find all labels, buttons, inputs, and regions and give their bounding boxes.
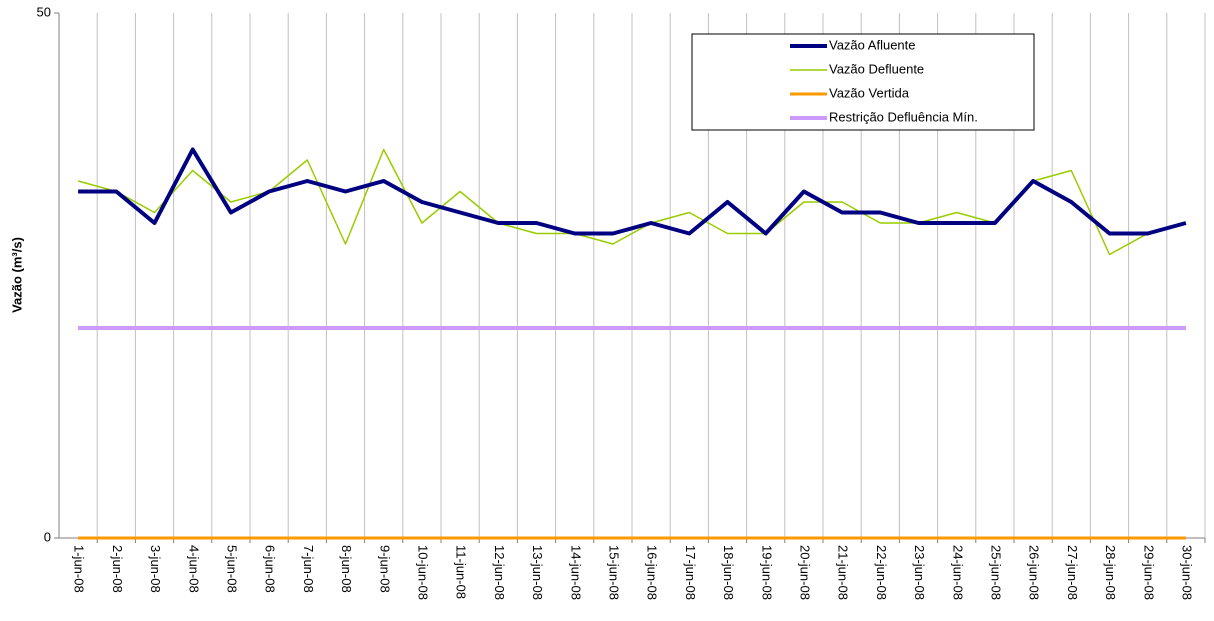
x-tick-label: 15-jun-08 — [606, 545, 621, 600]
x-tick-label: 13-jun-08 — [530, 545, 545, 600]
x-tick-label: 19-jun-08 — [759, 545, 774, 600]
x-tick-label: 24-jun-08 — [950, 545, 965, 600]
x-tick-label: 30-jun-08 — [1179, 545, 1194, 600]
x-tick-label: 22-jun-08 — [874, 545, 889, 600]
x-tick-label: 17-jun-08 — [683, 545, 698, 600]
legend-label: Vazão Defluente — [829, 61, 924, 76]
y-axis-label: Vazão (m³/s) — [9, 237, 24, 313]
x-tick-label: 1-jun-08 — [72, 545, 87, 593]
x-tick-label: 11-jun-08 — [454, 545, 469, 599]
x-tick-label: 23-jun-08 — [912, 545, 927, 600]
legend-label: Vazão Vertida — [829, 85, 910, 100]
x-tick-label: 25-jun-08 — [988, 545, 1003, 600]
x-tick-label: 28-jun-08 — [1103, 545, 1118, 600]
y-tick-label: 0 — [44, 529, 51, 544]
x-tick-label: 7-jun-08 — [301, 545, 316, 593]
x-tick-label: 2-jun-08 — [110, 545, 125, 593]
x-tick-label: 6-jun-08 — [263, 545, 278, 593]
x-tick-label: 26-jun-08 — [1027, 545, 1042, 600]
x-tick-label: 14-jun-08 — [568, 545, 583, 600]
x-tick-label: 10-jun-08 — [415, 545, 430, 600]
x-tick-label: 3-jun-08 — [148, 545, 163, 593]
x-tick-label: 18-jun-08 — [721, 545, 736, 600]
x-tick-label: 29-jun-08 — [1141, 545, 1156, 600]
series-line — [78, 147, 1187, 236]
y-tick-label: 50 — [37, 4, 51, 19]
x-tick-label: 27-jun-08 — [1065, 545, 1080, 600]
x-tick-label: 16-jun-08 — [645, 545, 660, 600]
x-tick-label: 21-jun-08 — [836, 545, 851, 600]
x-tick-label: 4-jun-08 — [186, 545, 201, 593]
x-tick-label: 20-jun-08 — [797, 545, 812, 600]
x-tick-label: 8-jun-08 — [339, 545, 354, 593]
x-tick-label: 9-jun-08 — [377, 545, 392, 593]
legend-label: Restrição Defluência Mín. — [829, 109, 978, 124]
x-tick-label: 12-jun-08 — [492, 545, 507, 600]
legend-box — [691, 33, 1035, 131]
x-tick-label: 5-jun-08 — [224, 545, 239, 593]
legend-label: Vazão Afluente — [829, 37, 916, 52]
